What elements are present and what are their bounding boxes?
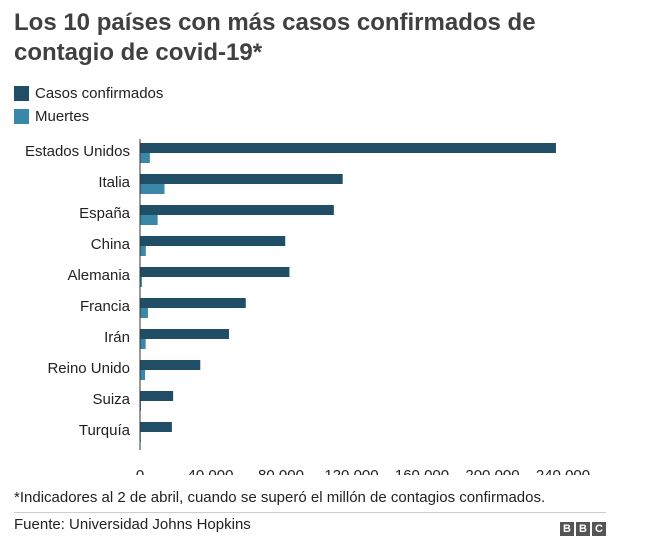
x-tick-label: 40.000 xyxy=(188,467,234,475)
bar-muertes xyxy=(140,153,150,163)
bar-casos-confirmados xyxy=(140,329,230,339)
bar-muertes xyxy=(140,370,146,380)
bar-casos-confirmados xyxy=(140,360,201,370)
bar-casos-confirmados xyxy=(140,267,290,277)
bar-casos-confirmados xyxy=(140,143,556,153)
bar-casos-confirmados xyxy=(140,298,246,308)
x-tick-label: 160.000 xyxy=(395,467,449,475)
x-tick-label: 200.000 xyxy=(465,467,519,475)
category-label: Italia xyxy=(98,174,130,191)
legend: Casos confirmados Muertes xyxy=(14,82,163,128)
bbc-logo-letter: B xyxy=(560,522,574,536)
category-label: China xyxy=(91,236,131,253)
bar-muertes xyxy=(140,308,148,318)
x-tick-label: 120.000 xyxy=(324,467,378,475)
bar-muertes xyxy=(140,339,146,349)
legend-label-muertes: Muertes xyxy=(35,108,90,125)
bbc-logo-letter: C xyxy=(592,522,606,536)
category-label: Suiza xyxy=(92,391,130,408)
bar-muertes xyxy=(140,246,146,256)
divider xyxy=(14,512,606,513)
category-label: España xyxy=(79,205,131,222)
chart-title: Los 10 países con más casos confirmados … xyxy=(14,9,536,66)
category-label: Francia xyxy=(80,298,131,315)
bar-casos-confirmados xyxy=(140,391,174,401)
x-tick-label: 0 xyxy=(136,467,144,475)
bbc-logo: B B C xyxy=(560,522,606,536)
category-label: Reino Unido xyxy=(47,360,130,377)
legend-item-casos: Casos confirmados xyxy=(14,82,163,105)
bar-casos-confirmados xyxy=(140,174,343,184)
category-label: Estados Unidos xyxy=(25,143,130,160)
legend-label-casos: Casos confirmados xyxy=(35,85,164,102)
bar-casos-confirmados xyxy=(140,422,172,432)
category-label: Irán xyxy=(104,329,130,346)
bar-muertes xyxy=(140,215,158,225)
x-tick-label: 240.000 xyxy=(536,467,590,475)
x-tick-label: 80.000 xyxy=(258,467,304,475)
bar-casos-confirmados xyxy=(140,236,286,246)
bbc-logo-letter: B xyxy=(576,522,590,536)
bar-chart: Estados Unidos Italia España China Alemania F… xyxy=(25,139,590,475)
footnote: *Indicadores al 2 de abril, cuando se su… xyxy=(14,489,546,506)
category-label: Alemania xyxy=(67,267,130,284)
legend-swatch-muertes xyxy=(14,109,29,124)
source-note: Fuente: Universidad Johns Hopkins xyxy=(14,516,251,533)
category-label: Turquía xyxy=(79,422,131,439)
bar-muertes xyxy=(140,184,165,194)
bar-casos-confirmados xyxy=(140,205,334,215)
legend-item-muertes: Muertes xyxy=(14,105,163,128)
legend-swatch-casos xyxy=(14,86,29,101)
bar-muertes xyxy=(140,277,142,287)
